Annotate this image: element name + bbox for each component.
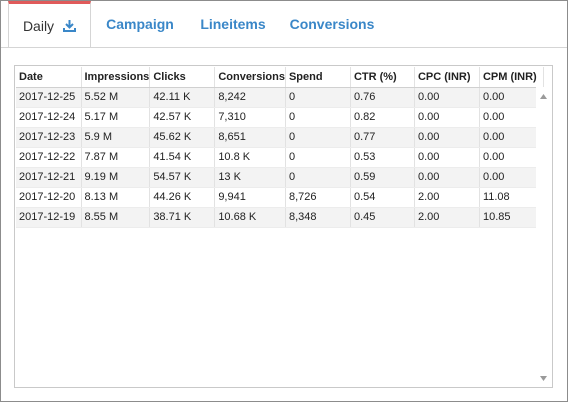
table-cell: 2017-12-22 [16, 147, 82, 168]
table-cell: 44.26 K [149, 187, 216, 208]
table-cell: 0.00 [414, 107, 480, 128]
table-cell: 2017-12-21 [16, 167, 82, 188]
table-cell: 0.53 [350, 147, 415, 168]
table-row[interactable]: 2017-12-21 9.19 M 54.57 K 13 K 0 0.59 0.00 0.00 [16, 167, 549, 188]
table-cell: 10.8 K [214, 147, 286, 168]
table-cell: 2.00 [414, 187, 480, 208]
table-cell: 10.68 K [214, 207, 286, 228]
table-cell: 0.00 [479, 167, 544, 188]
table-cell: 54.57 K [149, 167, 216, 188]
table-cell: 0.00 [414, 87, 480, 108]
table-cell: 2017-12-19 [16, 207, 82, 228]
table-row[interactable]: 2017-12-23 5.9 M 45.62 K 8,651 0 0.77 0.00 0.00 [16, 127, 549, 148]
table-cell: 2017-12-23 [16, 127, 82, 148]
download-icon[interactable] [63, 19, 77, 32]
table-cell: 0.00 [479, 87, 544, 108]
table-cell: 38.71 K [149, 207, 216, 228]
table-cell: 0 [285, 87, 351, 108]
table-cell: 8,726 [285, 187, 351, 208]
table-cell: 7,310 [214, 107, 286, 128]
column-header[interactable]: Conversions [214, 67, 286, 88]
table-cell: 0.45 [350, 207, 415, 228]
table-header-row: Date Impressions Clicks Conversions Spend CTR… [16, 67, 549, 88]
vertical-scrollbar[interactable] [536, 87, 551, 387]
table-cell: 0 [285, 127, 351, 148]
column-header[interactable]: CTR (%) [350, 67, 415, 88]
table-cell: 8.13 M [81, 187, 151, 208]
column-header-spacer [543, 67, 549, 88]
table-cell: 0 [285, 147, 351, 168]
table-body: 2017-12-25 5.52 M 42.11 K 8,242 0 0.76 0.00 0.0… [16, 87, 549, 228]
table-cell: 8.55 M [81, 207, 151, 228]
tab-conversions-label: Conversions [289, 15, 375, 32]
table-cell: 2017-12-20 [16, 187, 82, 208]
tab-conversions[interactable]: Conversions [289, 1, 375, 46]
table-cell: 2.00 [414, 207, 480, 228]
table-cell: 0.59 [350, 167, 415, 188]
column-header[interactable]: Date [16, 67, 82, 88]
tab-campaign-label: Campaign [106, 15, 174, 32]
table-cell: 0.00 [479, 127, 544, 148]
table-cell: 0.77 [350, 127, 415, 148]
table-cell: 0.00 [479, 147, 544, 168]
table-cell: 5.17 M [81, 107, 151, 128]
column-header[interactable]: Clicks [149, 67, 216, 88]
daily-report-panel: Date Impressions Clicks Conversions Spend CTR… [14, 65, 553, 388]
table-cell: 0.00 [479, 107, 544, 128]
table-cell: 42.11 K [149, 87, 216, 108]
table-cell: 41.54 K [149, 147, 216, 168]
table-cell: 8,348 [285, 207, 351, 228]
table-cell: 9,941 [214, 187, 286, 208]
tab-lineitems[interactable]: Lineitems [197, 1, 269, 46]
table-cell: 9.19 M [81, 167, 151, 188]
table-cell: 8,651 [214, 127, 286, 148]
table-cell: 13 K [214, 167, 286, 188]
tab-daily[interactable]: Daily [8, 1, 91, 47]
table-cell: 0.54 [350, 187, 415, 208]
scroll-down-arrow-icon[interactable] [536, 372, 551, 384]
table-cell: 2017-12-24 [16, 107, 82, 128]
column-header[interactable]: CPM (INR) [479, 67, 544, 88]
column-header[interactable]: CPC (INR) [414, 67, 480, 88]
table-cell: 0.00 [414, 127, 480, 148]
tab-campaign[interactable]: Campaign [105, 1, 175, 46]
table-cell: 11.08 [479, 187, 544, 208]
table-cell: 0 [285, 167, 351, 188]
table-cell: 0.00 [414, 167, 480, 188]
table-row[interactable]: 2017-12-20 8.13 M 44.26 K 9,941 8,726 0.54 2.0… [16, 187, 549, 208]
table-cell: 0 [285, 107, 351, 128]
table-cell: 45.62 K [149, 127, 216, 148]
tab-lineitems-label: Lineitems [200, 15, 266, 32]
tab-daily-label: Daily [22, 17, 55, 34]
table-cell: 5.9 M [81, 127, 151, 148]
table-row[interactable]: 2017-12-25 5.52 M 42.11 K 8,242 0 0.76 0.00 0.0… [16, 87, 549, 108]
table-cell: 10.85 [479, 207, 544, 228]
table-row[interactable]: 2017-12-19 8.55 M 38.71 K 10.68 K 8,348 0.45 2… [16, 207, 549, 228]
table-cell: 0.82 [350, 107, 415, 128]
table-cell: 5.52 M [81, 87, 151, 108]
table-cell: 2017-12-25 [16, 87, 82, 108]
table-cell: 8,242 [214, 87, 286, 108]
table-cell: 0.76 [350, 87, 415, 108]
daily-report-table: Date Impressions Clicks Conversions Spend CTR… [16, 67, 549, 228]
table-row[interactable]: 2017-12-24 5.17 M 42.57 K 7,310 0 0.82 0.00 0.0… [16, 107, 549, 128]
tab-bar: Daily Campaign Lineitems Conversions [1, 1, 567, 48]
table-cell: 7.87 M [81, 147, 151, 168]
scroll-up-arrow-icon[interactable] [536, 90, 551, 102]
column-header[interactable]: Impressions [81, 67, 151, 88]
column-header[interactable]: Spend [285, 67, 351, 88]
table-row[interactable]: 2017-12-22 7.87 M 41.54 K 10.8 K 0 0.53 0.00 0.… [16, 147, 549, 168]
table-cell: 42.57 K [149, 107, 216, 128]
table-cell: 0.00 [414, 147, 480, 168]
